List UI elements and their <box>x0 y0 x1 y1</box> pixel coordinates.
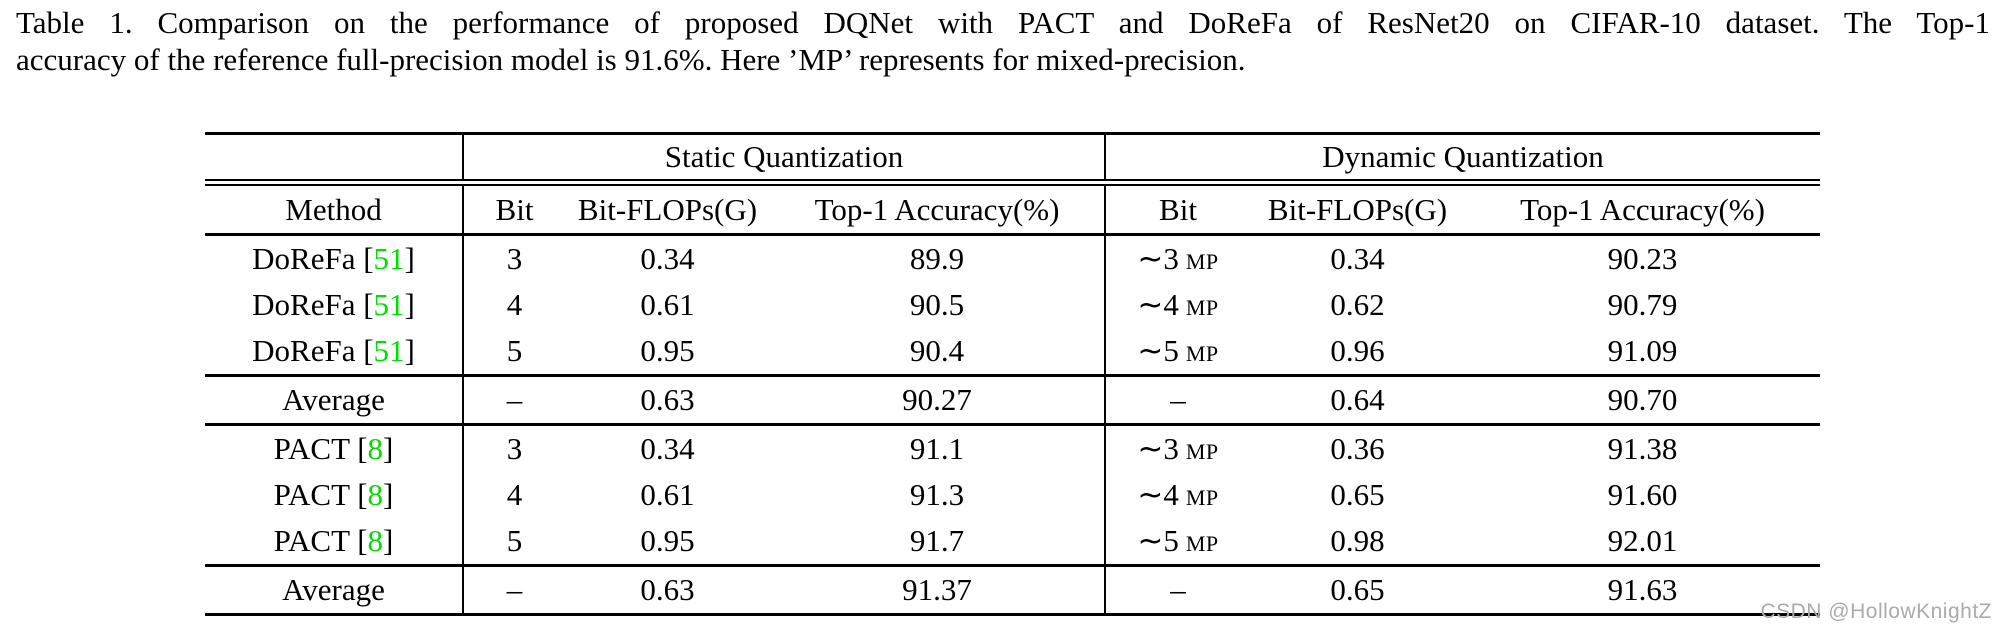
dynamic-bitflops-cell: 0.62 <box>1330 287 1385 322</box>
method-cell: PACT [8] <box>205 424 464 472</box>
mp-label: MP <box>1185 485 1219 510</box>
dynamic-bit-cell: ∼3 MP <box>1137 430 1219 466</box>
static-top1-cell: 91.7 <box>770 518 1106 566</box>
static-bit-cell: 3 <box>506 240 523 276</box>
table-row: PACT [8] 3 0.34 91.1 ∼3 MP 0.36 91.38 <box>205 424 1820 472</box>
dynamic-bit-cell: – <box>1170 572 1186 607</box>
method-header: Method <box>205 182 464 235</box>
table-row: Average – 0.63 91.37 – 0.65 91.63 <box>205 565 1821 615</box>
method-cell: PACT [8] <box>205 518 464 566</box>
dynamic-top1-header: Top-1 Accuracy(%) <box>1520 191 1765 227</box>
static-top1-cell: 90.27 <box>770 375 1106 425</box>
caption-line-2: accuracy of the reference full-precision… <box>16 42 1246 77</box>
static-bitflops-cell: 0.34 <box>640 240 695 276</box>
static-bit-cell: 5 <box>506 333 523 369</box>
static-quantization-header: Static Quantization <box>463 133 1106 183</box>
static-bit-cell: 5 <box>506 523 523 559</box>
static-bit-cell: 4 <box>506 477 523 512</box>
table-row: DoReFa [51] 4 0.61 90.5 ∼4 MP 0.62 90.79 <box>205 281 1820 329</box>
dynamic-bit-cell: ∼3 MP <box>1137 240 1219 276</box>
static-top1-cell: 91.37 <box>770 565 1106 615</box>
citation-number: 51 <box>373 240 405 276</box>
static-top1-cell: 90.5 <box>770 281 1106 329</box>
static-bitflops-cell: 0.61 <box>640 287 695 322</box>
dynamic-top1-cell: 91.38 <box>1607 430 1678 466</box>
table-row: PACT [8] 4 0.61 91.3 ∼4 MP 0.65 91.60 <box>205 471 1820 519</box>
method-cell: Average <box>205 375 464 425</box>
static-top1-cell: 89.9 <box>770 234 1106 282</box>
static-bitflops-cell: 0.63 <box>640 572 695 607</box>
dynamic-top1-cell: 91.60 <box>1607 477 1678 512</box>
dynamic-top1-cell: 92.01 <box>1607 523 1678 559</box>
static-top1-cell: 91.1 <box>770 424 1106 472</box>
dynamic-top1-cell: 90.23 <box>1607 240 1678 276</box>
mp-label: MP <box>1185 531 1219 557</box>
dynamic-bit-cell: ∼5 MP <box>1137 523 1219 559</box>
static-bitflops-cell: 0.95 <box>640 523 695 559</box>
dynamic-top1-cell: 91.63 <box>1607 572 1678 607</box>
static-bit-cell: – <box>506 382 523 417</box>
citation-number: 51 <box>373 287 405 322</box>
dynamic-top1-cell: 90.70 <box>1607 382 1678 417</box>
static-bitflops-cell: 0.61 <box>640 477 695 512</box>
static-bit-header: Bit <box>495 191 534 227</box>
table-caption: Table 1. Comparison on the performance o… <box>16 4 1990 78</box>
static-top1-header: Top-1 Accuracy(%) <box>770 182 1106 235</box>
method-cell: DoReFa [51] <box>205 281 464 329</box>
table-row: DoReFa [51] 5 0.95 90.4 ∼5 MP 0.96 91.09 <box>205 328 1821 376</box>
method-cell: PACT [8] <box>205 471 464 519</box>
method-cell: DoReFa [51] <box>205 234 464 282</box>
table-row: PACT [8] 5 0.95 91.7 ∼5 MP 0.98 92.01 <box>205 518 1821 566</box>
dynamic-bitflops-cell: 0.98 <box>1330 523 1385 559</box>
dynamic-bit-header: Bit <box>1159 191 1197 227</box>
static-bit-cell: 3 <box>506 430 523 466</box>
method-cell: DoReFa [51] <box>205 328 464 376</box>
static-top1-cell: 90.4 <box>770 328 1106 376</box>
dynamic-quantization-header: Dynamic Quantization <box>1322 139 1604 174</box>
method-cell: Average <box>205 565 464 615</box>
mp-label: MP <box>1185 341 1219 367</box>
table-row: DoReFa [51] 3 0.34 89.9 ∼3 MP 0.34 90.23 <box>205 234 1820 282</box>
dynamic-top1-cell: 90.79 <box>1607 287 1678 322</box>
dynamic-bit-cell: ∼4 MP <box>1137 477 1219 512</box>
citation-number: 8 <box>367 430 384 466</box>
citation-number: 51 <box>373 333 405 369</box>
results-table: Static Quantization Dynamic Quantization… <box>205 132 1821 616</box>
section-header-row: Static Quantization Dynamic Quantization <box>205 133 1821 183</box>
dynamic-bit-cell: ∼5 MP <box>1137 333 1219 369</box>
dynamic-bit-cell: ∼4 MP <box>1137 287 1219 322</box>
watermark: CSDN @HollowKnightZ <box>1760 600 1992 623</box>
dynamic-bitflops-cell: 0.96 <box>1330 333 1385 369</box>
dynamic-bitflops-header: Bit-FLOPs(G) <box>1267 191 1448 227</box>
static-bitflops-header: Bit-FLOPs(G) <box>577 191 758 227</box>
citation-number: 8 <box>367 477 384 512</box>
mp-label: MP <box>1185 248 1219 274</box>
caption-line-1: Table 1. Comparison on the performance o… <box>16 5 1990 40</box>
dynamic-bit-cell: – <box>1170 382 1186 417</box>
dynamic-bitflops-cell: 0.64 <box>1330 382 1385 417</box>
mp-label: MP <box>1185 295 1219 320</box>
dynamic-bitflops-cell: 0.65 <box>1330 572 1385 607</box>
dynamic-bitflops-cell: 0.65 <box>1330 477 1385 512</box>
static-bitflops-cell: 0.63 <box>640 382 695 417</box>
static-bit-cell: 4 <box>506 287 523 322</box>
citation-number: 8 <box>367 523 384 559</box>
dynamic-top1-cell: 91.09 <box>1607 333 1678 369</box>
table-row: Average – 0.63 90.27 – 0.64 90.70 <box>205 375 1821 425</box>
mp-label: MP <box>1185 438 1219 464</box>
corner-empty-cell <box>205 133 464 183</box>
static-bitflops-cell: 0.34 <box>640 430 695 466</box>
dynamic-bitflops-cell: 0.34 <box>1330 240 1385 276</box>
static-bit-cell: – <box>506 572 523 607</box>
static-top1-cell: 91.3 <box>770 471 1106 519</box>
column-header-row: Method Bit Bit-FLOPs(G) Top-1 Accuracy(%… <box>205 182 1821 235</box>
dynamic-bitflops-cell: 0.36 <box>1330 430 1385 466</box>
results-table-body: DoReFa [51] 3 0.34 89.9 ∼3 MP 0.34 90.23 DoReFa … <box>205 234 1821 615</box>
static-bitflops-cell: 0.95 <box>640 333 695 369</box>
